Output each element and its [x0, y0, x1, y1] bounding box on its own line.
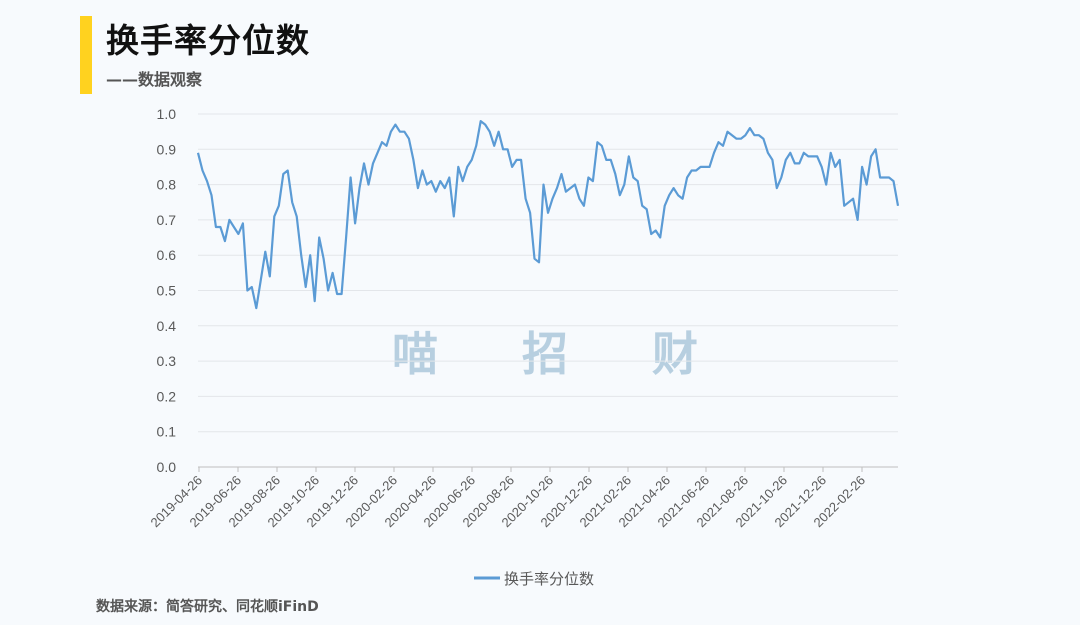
legend: 换手率分位数 — [474, 571, 594, 588]
gridlines — [198, 113, 898, 433]
x-axis-ticks: 2019-04-262019-06-262019-08-262019-10-26… — [147, 467, 868, 530]
y-tick-label: 0.0 — [157, 459, 177, 475]
y-tick-label: 0.7 — [157, 212, 177, 228]
y-tick-label: 0.8 — [157, 177, 177, 193]
page-subtitle: ——数据观察 — [106, 70, 203, 89]
watermark-char-1: 喵 — [392, 327, 438, 381]
data-source-note: 数据来源：简答研究、同花顺iFinD — [96, 599, 319, 615]
title-accent-bar — [80, 16, 92, 94]
watermark-char-2: 招 — [522, 327, 568, 381]
y-tick-label: 0.9 — [157, 141, 177, 157]
series-group — [196, 119, 900, 310]
series-line — [196, 119, 900, 310]
y-tick-label: 0.3 — [157, 353, 177, 369]
y-tick-label: 0.4 — [157, 318, 177, 334]
y-tick-label: 1.0 — [157, 106, 177, 122]
page-title: 换手率分位数 — [106, 21, 310, 60]
y-tick-label: 0.6 — [157, 247, 177, 263]
watermark-char-3: 财 — [652, 327, 698, 381]
y-tick-label: 0.2 — [157, 388, 177, 404]
legend-label: 换手率分位数 — [504, 571, 594, 588]
y-tick-label: 0.5 — [157, 283, 177, 299]
y-tick-label: 0.1 — [157, 424, 177, 440]
y-axis-ticks: 0.0 0.1 0.2 0.3 0.4 0.5 0.6 0.7 0.8 0.9 1.0 — [157, 106, 177, 475]
